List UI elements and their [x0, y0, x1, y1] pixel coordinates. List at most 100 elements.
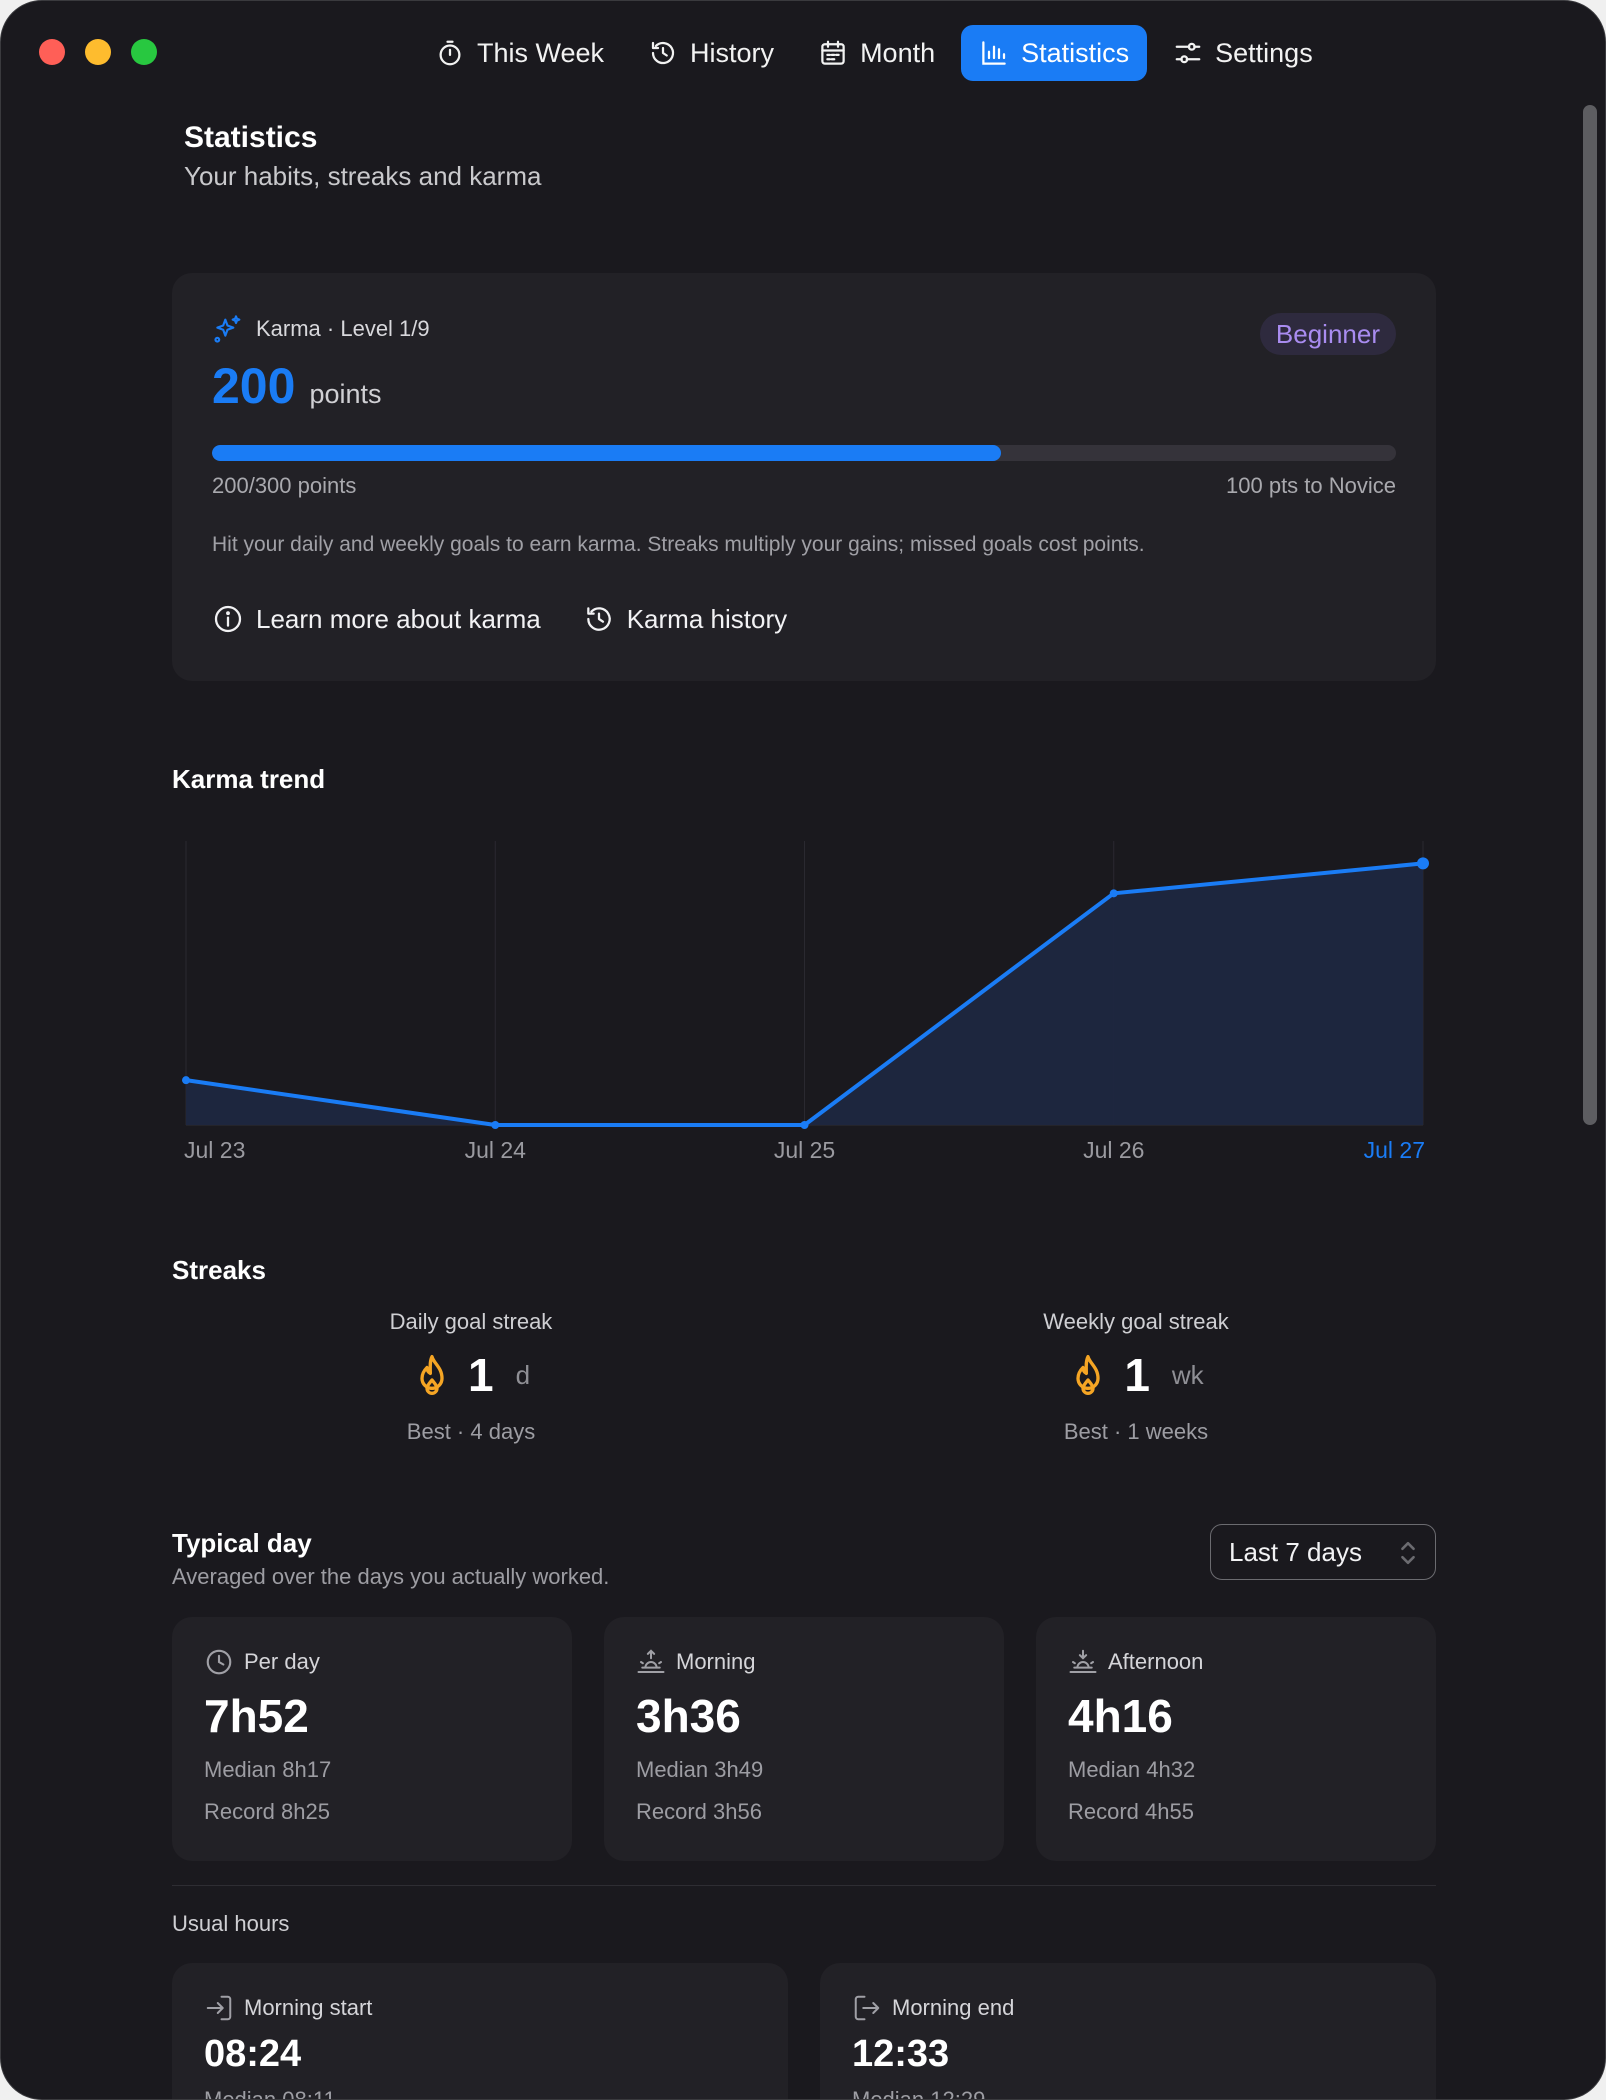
weekly-streak-label: Weekly goal streak — [1043, 1309, 1229, 1334]
hour-card-label: Morning start — [244, 1995, 373, 2020]
stat-card-record: Record 3h56 — [636, 1799, 762, 1824]
hour-card-median: Median 08:11 — [204, 2087, 336, 2100]
tab-statistics-label: Statistics — [1021, 37, 1130, 68]
weekly-streak-best: Best · 1 weeks — [1063, 1419, 1209, 1444]
daily-streak: Daily goal streak 1 d Best · 4 days — [221, 1309, 721, 1445]
sign-in-icon — [206, 1995, 232, 2021]
karma-progress-label: 200/300 points — [212, 473, 357, 498]
chart-x-tick-label: Jul 26 — [1083, 1137, 1145, 1163]
weekly-streak-unit: wk — [1171, 1359, 1204, 1390]
hour-card-value: 12:33 — [852, 2033, 950, 2075]
typical-day-title: Typical day — [172, 1528, 312, 1558]
stat-card-morning: Morning 3h36 Median 3h49 Record 3h56 — [604, 1617, 1004, 1861]
karma-description: Hit your daily and weekly goals to earn … — [212, 533, 1145, 556]
daily-streak-unit: d — [515, 1359, 531, 1390]
daily-streak-value: 1 — [467, 1349, 494, 1401]
history-icon — [651, 41, 675, 65]
weekly-streak-value: 1 — [1124, 1349, 1150, 1401]
tab-settings[interactable]: Settings — [1155, 25, 1331, 81]
daily-streak-best: Best · 4 days — [406, 1419, 536, 1444]
hour-card-morning-end: Morning end 12:33 Median 12:29 — [820, 1963, 1436, 2099]
karma-level-label: Karma · Level 1/9 — [256, 316, 430, 341]
chart-x-tick-label: Jul 27 — [1363, 1137, 1425, 1163]
karma-trend-title: Karma trend — [172, 764, 326, 794]
sliders-icon — [1175, 42, 1201, 64]
stat-card-header: Afternoon — [1068, 1647, 1203, 1677]
stat-card-value: 4h16 — [1068, 1690, 1173, 1742]
stat-card-value: 3h36 — [636, 1690, 741, 1742]
level-badge: Beginner — [1259, 313, 1396, 355]
range-select-value: Last 7 days — [1229, 1536, 1362, 1567]
usual-hours-title: Usual hours — [172, 1911, 290, 1936]
tab-settings-label: Settings — [1215, 37, 1313, 68]
chevron-updown-icon — [1401, 1541, 1415, 1565]
chart-area — [186, 863, 1423, 1125]
weekly-streak-value-row: 1 wk — [886, 1347, 1386, 1403]
sign-out-icon — [854, 1995, 880, 2021]
stat-card-header: Morning — [636, 1647, 755, 1677]
section-divider — [172, 1885, 1436, 1886]
learn-more-karma-label: Learn more about karma — [256, 603, 541, 634]
stat-card-median: Median 3h49 — [636, 1757, 764, 1782]
karma-progress-fill — [212, 445, 1002, 461]
zoom-window-button[interactable] — [131, 39, 157, 65]
chart-point — [800, 1121, 809, 1129]
chart-point — [1109, 889, 1118, 898]
stat-card-afternoon: Afternoon 4h16 Median 4h32 Record 4h55 — [1036, 1617, 1436, 1861]
close-window-button[interactable] — [39, 39, 65, 65]
karma-card: Karma · Level 1/9 200 points Beginner 20… — [172, 273, 1436, 681]
stat-card-label: Per day — [244, 1649, 320, 1674]
range-select[interactable]: Last 7 days — [1210, 1524, 1436, 1580]
karma-points-unit: points — [309, 379, 382, 409]
page-subtitle: Your habits, streaks and karma — [184, 161, 542, 191]
bar-chart-icon — [982, 41, 1006, 65]
tab-this-week[interactable]: This Week — [417, 25, 622, 81]
karma-history-button[interactable]: Karma history — [583, 603, 787, 635]
typical-day-subtitle: Averaged over the days you actually work… — [172, 1564, 610, 1589]
chart-point — [182, 1076, 190, 1085]
minimize-window-button[interactable] — [85, 39, 111, 65]
hour-card-morning-start: Morning start 08:24 Median 08:11 — [172, 1963, 788, 2100]
hour-card-label: Morning end — [892, 1995, 1015, 2020]
info-icon — [214, 605, 242, 633]
sunrise-icon — [637, 1649, 665, 1673]
stat-card-per-day: Per day 7h52 Median 8h17 Record 8h25 — [172, 1617, 572, 1861]
karma-points: 200 points — [212, 357, 382, 415]
sparkles-icon — [214, 315, 241, 343]
history-icon — [586, 607, 611, 631]
karma-links: Learn more about karma Karma history — [212, 603, 787, 635]
nav-tabs: This Week History Month Statistics Setti… — [417, 25, 1331, 81]
tab-statistics[interactable]: Statistics — [961, 25, 1148, 81]
hour-card-value: 08:24 — [204, 2033, 302, 2075]
karma-history-label: Karma history — [626, 603, 788, 634]
sunset-icon — [1069, 1649, 1097, 1673]
stat-card-header: Per day — [204, 1647, 320, 1677]
chart-point — [491, 1121, 500, 1129]
page-title: Statistics — [184, 121, 318, 154]
karma-header: Karma · Level 1/9 — [212, 313, 430, 345]
chart-point — [1417, 857, 1429, 870]
weekly-streak: Weekly goal streak 1 wk Best · 1 weeks — [886, 1309, 1386, 1445]
chart-x-tick-label: Jul 24 — [464, 1137, 526, 1163]
calendar-icon — [821, 40, 845, 65]
karma-points-value: 200 — [212, 358, 296, 414]
hour-card-header: Morning end — [852, 1993, 1014, 2023]
vertical-scrollbar[interactable] — [1583, 105, 1597, 1125]
learn-more-karma-button[interactable]: Learn more about karma — [212, 603, 541, 635]
stat-card-median: Median 4h32 — [1068, 1757, 1196, 1782]
daily-streak-label: Daily goal streak — [389, 1309, 553, 1334]
stat-card-record: Record 4h55 — [1068, 1799, 1194, 1824]
daily-streak-value-row: 1 d — [221, 1347, 721, 1403]
tab-history[interactable]: History — [630, 25, 792, 81]
karma-progress-bar — [212, 445, 1396, 461]
stopwatch-icon — [439, 40, 461, 66]
title-bar: This Week History Month Statistics Setti… — [1, 1, 1605, 105]
hour-card-header: Morning start — [204, 1993, 372, 2023]
karma-trend-chart: Jul 23 Jul 24 Jul 25 Jul 26 Jul 27 — [172, 831, 1436, 1171]
streaks-title: Streaks — [172, 1255, 266, 1285]
stat-card-label: Afternoon — [1108, 1649, 1204, 1674]
tab-month[interactable]: Month — [800, 25, 953, 81]
clock-icon — [206, 1649, 232, 1675]
